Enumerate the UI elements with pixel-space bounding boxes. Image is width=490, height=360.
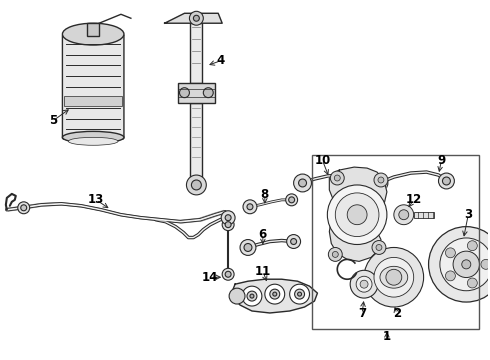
Text: 3: 3 — [464, 208, 472, 221]
Polygon shape — [233, 279, 318, 313]
Circle shape — [372, 240, 386, 255]
Bar — [87, 23, 99, 36]
Circle shape — [247, 291, 257, 301]
Circle shape — [335, 193, 379, 237]
Circle shape — [442, 177, 450, 185]
Circle shape — [364, 247, 424, 307]
Circle shape — [332, 251, 338, 257]
Circle shape — [291, 239, 296, 244]
Circle shape — [194, 15, 199, 21]
Circle shape — [440, 238, 490, 291]
Circle shape — [18, 202, 30, 214]
Circle shape — [243, 200, 257, 214]
Text: 6: 6 — [259, 228, 267, 241]
Circle shape — [294, 174, 312, 192]
Circle shape — [445, 271, 455, 281]
Text: 2: 2 — [393, 307, 401, 320]
Text: 9: 9 — [438, 154, 445, 167]
Circle shape — [347, 205, 367, 225]
Circle shape — [370, 174, 388, 192]
Text: 11: 11 — [255, 265, 271, 278]
Circle shape — [350, 270, 378, 298]
Circle shape — [287, 235, 300, 248]
Circle shape — [221, 211, 235, 225]
Ellipse shape — [62, 131, 124, 143]
Text: 8: 8 — [261, 188, 269, 201]
Bar — [191, 103, 202, 177]
Circle shape — [453, 251, 480, 278]
Circle shape — [330, 171, 344, 185]
Circle shape — [222, 219, 234, 231]
Circle shape — [294, 289, 305, 299]
Circle shape — [399, 210, 409, 220]
Circle shape — [394, 205, 414, 225]
Circle shape — [467, 278, 477, 288]
Circle shape — [297, 292, 301, 296]
Bar — [64, 96, 122, 105]
Circle shape — [225, 222, 231, 228]
Text: 10: 10 — [314, 154, 331, 167]
Text: 5: 5 — [49, 114, 58, 127]
Circle shape — [273, 292, 277, 296]
Circle shape — [203, 88, 213, 98]
Circle shape — [187, 175, 206, 195]
Bar — [313, 155, 479, 329]
Circle shape — [376, 244, 382, 251]
Bar — [414, 212, 434, 218]
Circle shape — [229, 288, 245, 304]
Circle shape — [21, 205, 26, 211]
Circle shape — [240, 239, 256, 255]
Text: 12: 12 — [406, 193, 422, 206]
Circle shape — [445, 248, 455, 258]
Circle shape — [244, 243, 252, 251]
Circle shape — [481, 260, 490, 269]
Polygon shape — [329, 167, 387, 261]
Circle shape — [374, 173, 388, 187]
Circle shape — [270, 289, 280, 299]
Circle shape — [328, 247, 342, 261]
Circle shape — [290, 284, 310, 304]
Circle shape — [222, 268, 234, 280]
Circle shape — [360, 280, 368, 288]
Circle shape — [374, 257, 414, 297]
Circle shape — [356, 276, 372, 292]
Circle shape — [286, 194, 297, 206]
Circle shape — [386, 269, 402, 285]
Circle shape — [225, 271, 231, 277]
Ellipse shape — [380, 266, 408, 288]
Circle shape — [359, 173, 375, 189]
Circle shape — [467, 241, 477, 251]
Circle shape — [429, 227, 490, 302]
Circle shape — [327, 185, 387, 244]
Circle shape — [250, 294, 254, 298]
Circle shape — [375, 179, 383, 187]
Circle shape — [190, 11, 203, 25]
Bar — [191, 23, 202, 83]
Circle shape — [225, 215, 231, 221]
Circle shape — [298, 179, 307, 187]
Circle shape — [334, 175, 340, 181]
Polygon shape — [165, 13, 222, 23]
Circle shape — [179, 88, 190, 98]
Text: 1: 1 — [383, 330, 391, 343]
Text: 13: 13 — [88, 193, 104, 206]
Circle shape — [439, 173, 454, 189]
Ellipse shape — [69, 137, 118, 145]
Circle shape — [462, 260, 471, 269]
Circle shape — [247, 204, 253, 210]
Bar — [177, 83, 215, 103]
Text: 14: 14 — [202, 271, 219, 284]
Ellipse shape — [62, 23, 124, 45]
Circle shape — [289, 197, 294, 203]
Circle shape — [363, 177, 371, 185]
FancyBboxPatch shape — [62, 34, 124, 139]
Circle shape — [192, 180, 201, 190]
Circle shape — [265, 284, 285, 304]
Circle shape — [378, 177, 384, 183]
Text: 4: 4 — [216, 54, 224, 67]
Circle shape — [242, 286, 262, 306]
Text: 7: 7 — [358, 307, 366, 320]
